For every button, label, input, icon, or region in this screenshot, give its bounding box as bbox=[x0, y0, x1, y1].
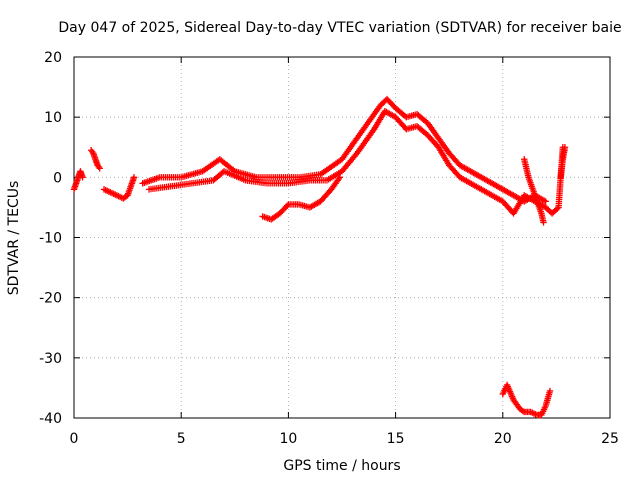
data-point bbox=[540, 219, 547, 226]
series-outlier bbox=[499, 381, 554, 419]
series-lower-track bbox=[145, 107, 567, 217]
data-point bbox=[561, 144, 569, 151]
data-point bbox=[79, 174, 86, 181]
series-upper-track bbox=[139, 95, 549, 205]
y-tick-label: -10 bbox=[39, 231, 62, 247]
y-axis-label: SDTVAR / TECUs bbox=[6, 181, 22, 296]
series-early-rise bbox=[87, 147, 103, 172]
y-tick-label: 0 bbox=[53, 170, 62, 186]
data-point bbox=[96, 165, 103, 172]
data-point bbox=[554, 205, 561, 212]
y-tick-label: -20 bbox=[39, 291, 62, 307]
series-start bbox=[70, 168, 86, 193]
series-late-rise bbox=[557, 144, 569, 181]
data-point bbox=[283, 202, 291, 209]
data-point bbox=[546, 387, 554, 395]
data-point bbox=[519, 407, 527, 415]
chart-title: Day 047 of 2025, Sidereal Day-to-day VTE… bbox=[58, 20, 621, 36]
y-tick-label: 10 bbox=[44, 110, 62, 126]
data-point bbox=[336, 174, 344, 181]
x-tick-label: 20 bbox=[494, 431, 512, 447]
y-tick-label: -40 bbox=[39, 411, 62, 427]
x-tick-label: 0 bbox=[70, 431, 79, 447]
x-axis-label: GPS time / hours bbox=[283, 458, 400, 474]
x-tick-label: 25 bbox=[601, 431, 619, 447]
x-tick-label: 5 bbox=[177, 431, 186, 447]
grid bbox=[74, 57, 610, 418]
series-dip bbox=[100, 174, 138, 202]
x-tick-label: 15 bbox=[387, 431, 405, 447]
y-tick-label: 20 bbox=[44, 50, 62, 66]
y-tick-label: -30 bbox=[39, 351, 62, 367]
series-lower-branch bbox=[259, 174, 344, 223]
x-axis: 0 5 10 15 20 25 bbox=[70, 57, 619, 447]
data-points bbox=[70, 95, 569, 419]
data-point bbox=[130, 174, 138, 181]
y-axis: -40 -30 -20 -10 0 10 20 bbox=[39, 50, 610, 427]
x-tick-label: 10 bbox=[279, 431, 297, 447]
data-point bbox=[542, 198, 549, 205]
series-end-peak bbox=[521, 156, 547, 226]
